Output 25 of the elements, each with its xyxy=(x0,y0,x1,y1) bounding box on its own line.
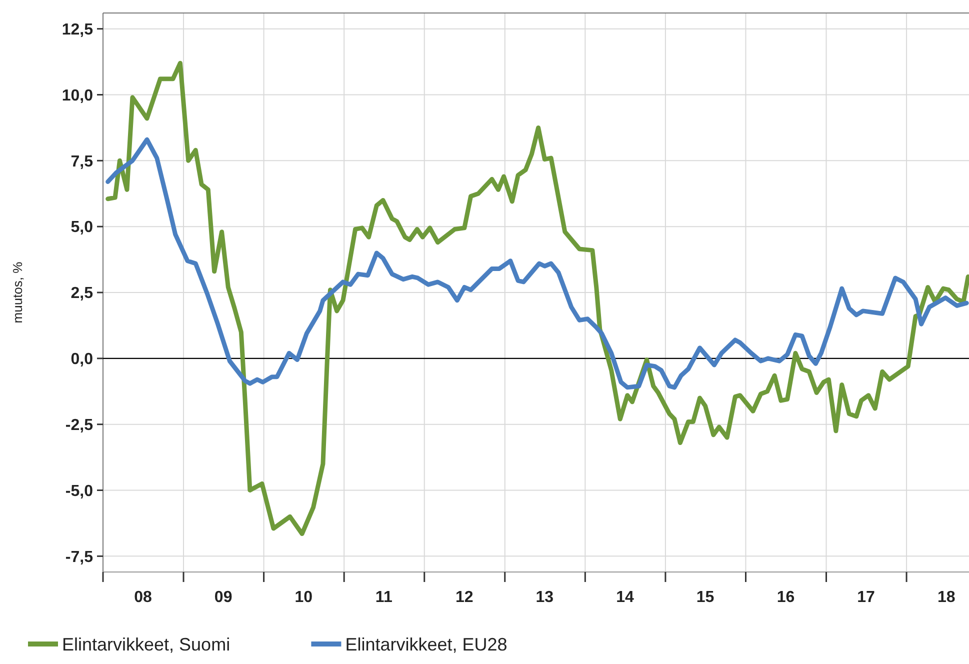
legend-label: Elintarvikkeet, EU28 xyxy=(345,634,508,654)
x-tick-label: 09 xyxy=(214,589,232,606)
line-series xyxy=(106,60,969,536)
x-tick-label: 18 xyxy=(937,589,956,606)
y-tick-label: -7,5 xyxy=(65,548,94,566)
y-tick-label: 10,0 xyxy=(62,87,94,104)
y-tick-label: -5,0 xyxy=(65,482,94,500)
y-tick-label: 2,5 xyxy=(70,285,94,302)
x-tick-label: 08 xyxy=(134,589,152,606)
y-tick-label: 7,5 xyxy=(70,153,94,170)
x-tick-label: 12 xyxy=(456,589,474,606)
legend-label: Elintarvikkeet, Suomi xyxy=(62,634,230,654)
x-tick-label: 13 xyxy=(536,589,554,606)
x-tick-label: 11 xyxy=(375,589,392,606)
x-tick-label: 15 xyxy=(696,589,714,606)
x-tick-label: 16 xyxy=(776,589,795,606)
y-tick-label: -2,5 xyxy=(65,416,94,434)
line-series xyxy=(106,137,969,390)
y-tick-label: 12,5 xyxy=(62,21,94,38)
x-tick-label: 10 xyxy=(294,589,313,606)
y-tick-label: 5,0 xyxy=(70,219,94,236)
x-tick-label: 17 xyxy=(857,589,876,606)
y-axis-title: muutos, % xyxy=(10,261,25,324)
y-tick-label: 0,0 xyxy=(70,351,94,368)
x-tick-label: 14 xyxy=(616,589,634,606)
